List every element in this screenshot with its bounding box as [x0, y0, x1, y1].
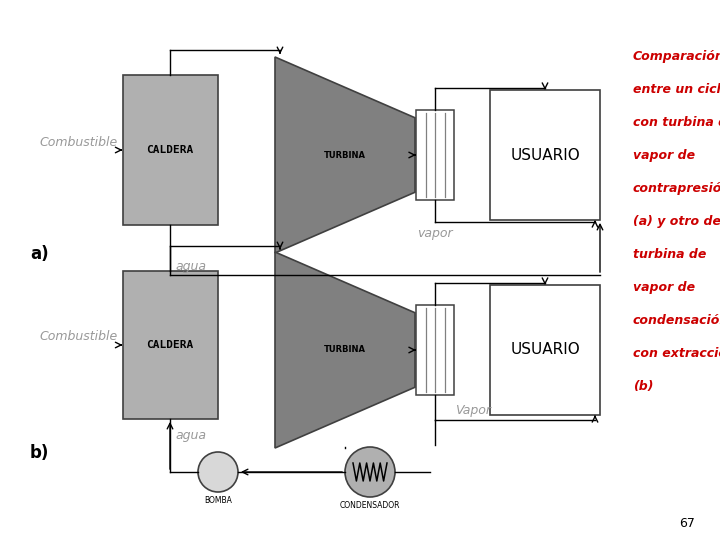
- Text: BOMBA: BOMBA: [204, 496, 232, 505]
- Bar: [490, 285, 600, 415]
- Text: turbina de: turbina de: [633, 248, 706, 261]
- Text: (b): (b): [633, 380, 654, 393]
- Text: agua: agua: [175, 429, 206, 442]
- Text: USUARIO: USUARIO: [510, 147, 580, 163]
- Bar: [122, 271, 217, 419]
- Circle shape: [345, 447, 395, 497]
- Text: Combustible: Combustible: [40, 330, 117, 343]
- Text: condensación: condensación: [633, 314, 720, 327]
- Text: (a) y otro de: (a) y otro de: [633, 215, 720, 228]
- Text: Vapor: Vapor: [455, 404, 491, 417]
- Polygon shape: [275, 57, 415, 253]
- Bar: [122, 75, 217, 225]
- Bar: [490, 90, 600, 220]
- Text: vapor de: vapor de: [633, 281, 695, 294]
- Text: con extracción: con extracción: [633, 347, 720, 360]
- Text: vapor de: vapor de: [633, 149, 695, 162]
- Text: TURBINA: TURBINA: [324, 151, 366, 159]
- Text: contrapresión: contrapresión: [633, 182, 720, 195]
- Text: USUARIO: USUARIO: [510, 342, 580, 357]
- Text: Comparación: Comparación: [633, 50, 720, 63]
- Text: a): a): [30, 245, 49, 263]
- Text: entre un ciclo: entre un ciclo: [633, 83, 720, 96]
- Circle shape: [198, 452, 238, 492]
- Text: TURBINA: TURBINA: [324, 346, 366, 354]
- Text: 67: 67: [679, 517, 695, 530]
- Text: CONDENSADOR: CONDENSADOR: [340, 501, 400, 510]
- Text: vapor: vapor: [417, 227, 453, 240]
- Text: con turbina de: con turbina de: [633, 116, 720, 129]
- Bar: [416, 110, 454, 200]
- Bar: [416, 305, 454, 395]
- Text: Combustible: Combustible: [40, 136, 117, 148]
- Text: CALDERA: CALDERA: [146, 145, 194, 155]
- Text: agua: agua: [175, 260, 206, 273]
- Text: b): b): [30, 444, 50, 462]
- Polygon shape: [275, 252, 415, 448]
- Text: CALDERA: CALDERA: [146, 340, 194, 350]
